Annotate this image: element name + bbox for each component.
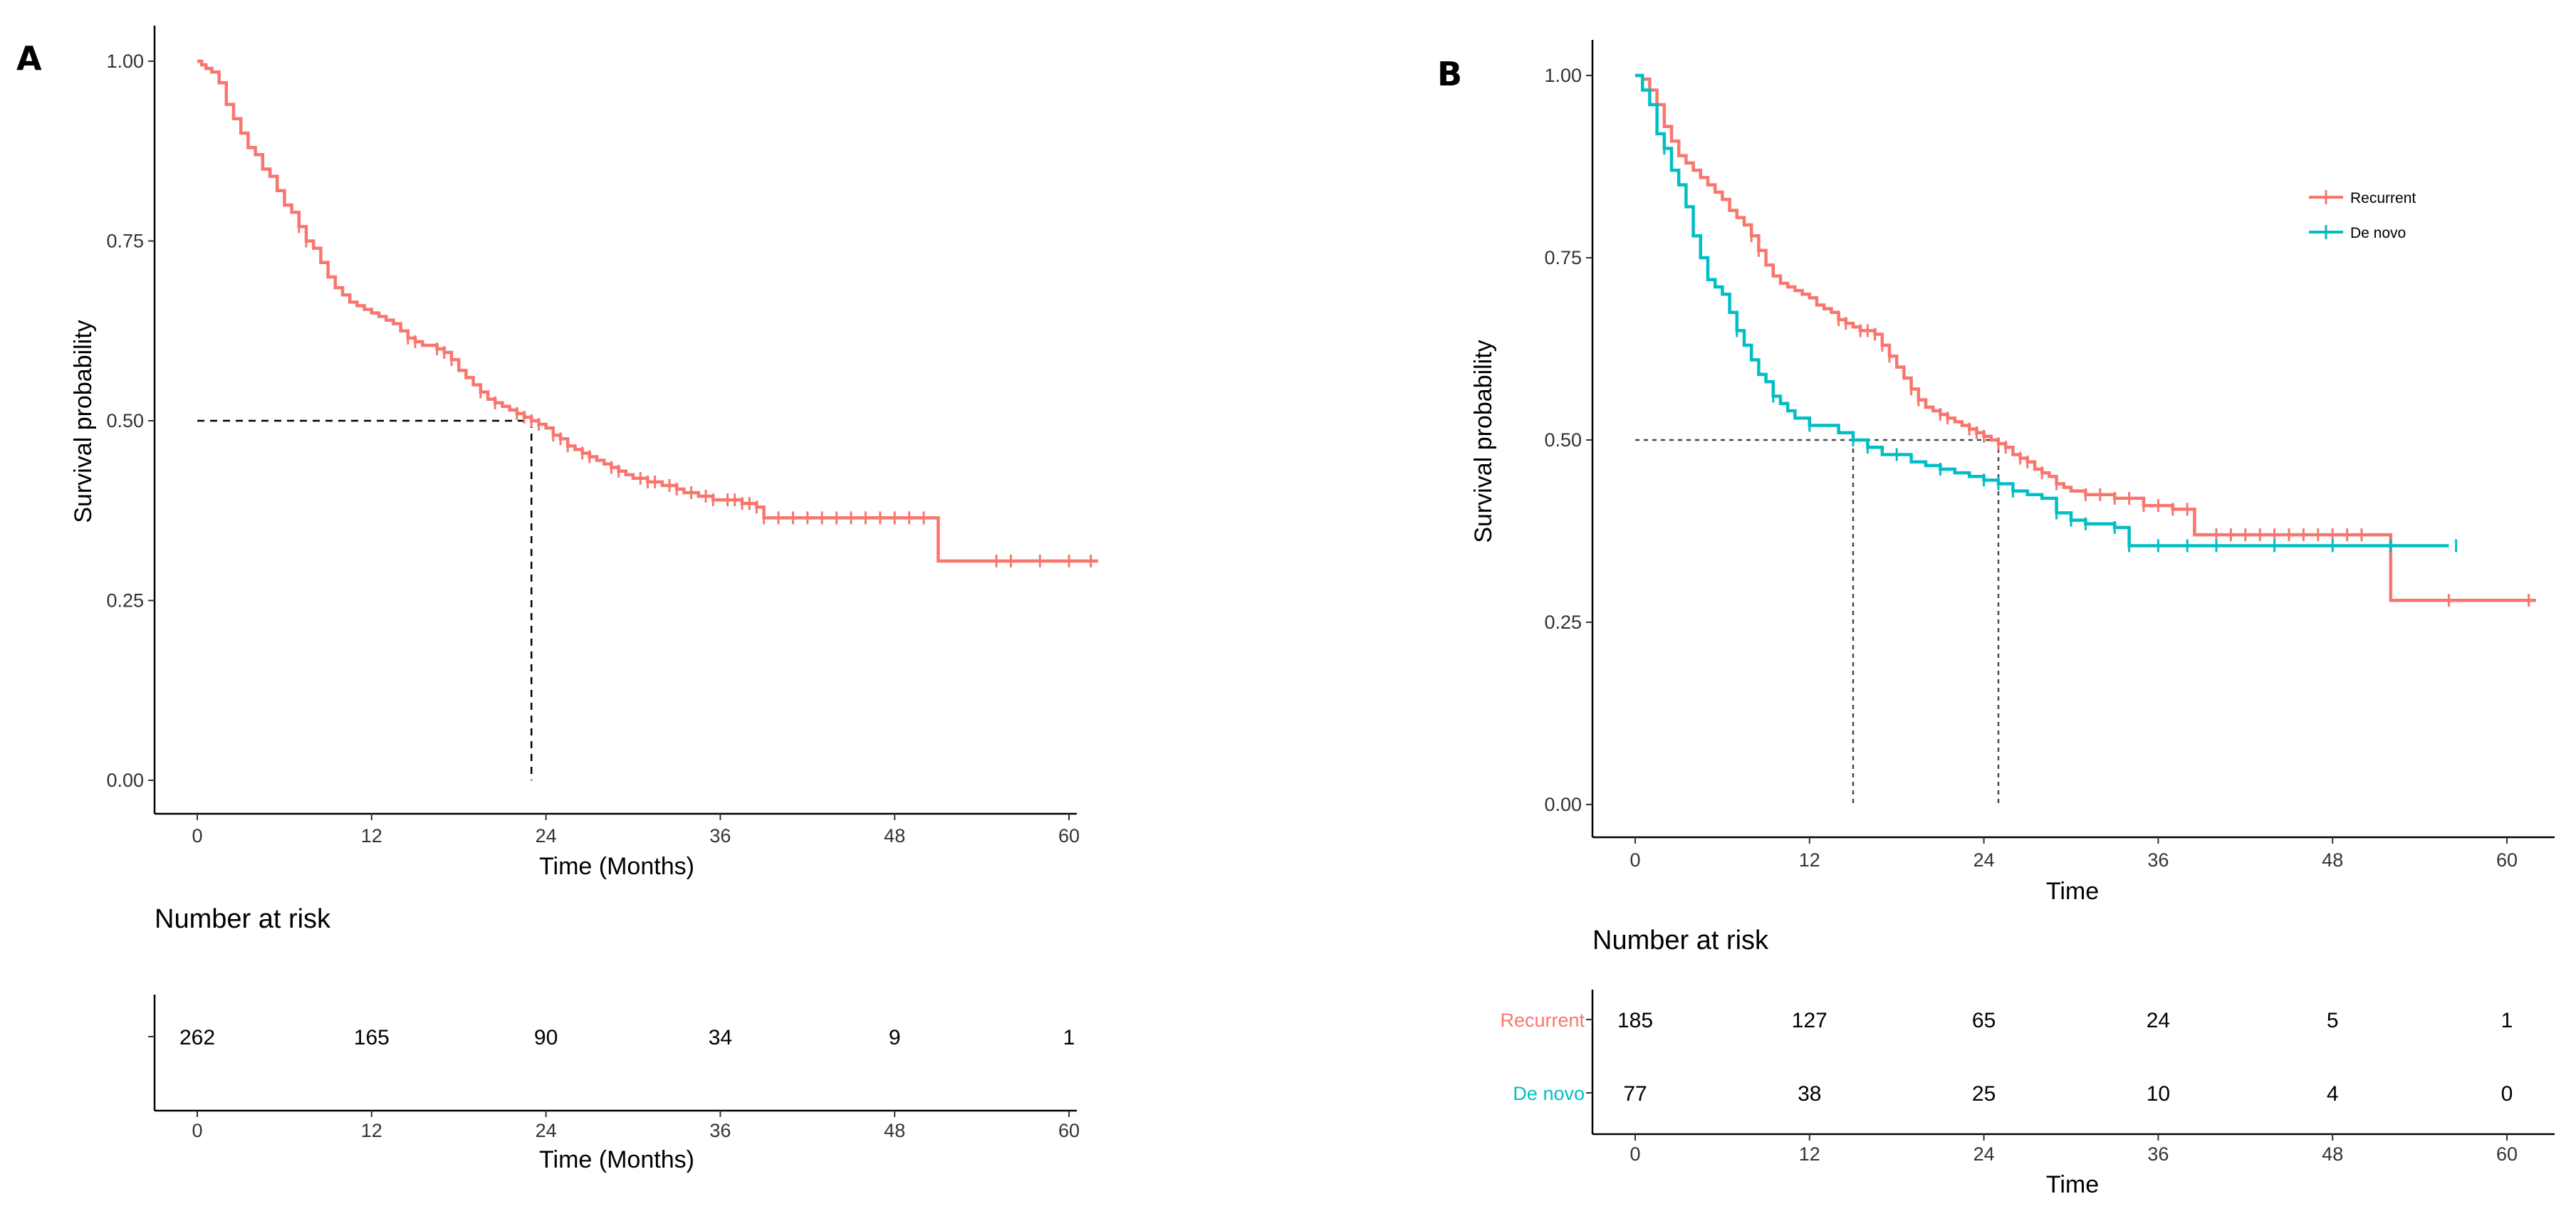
- panel-b-risk-x-axis-title: Time: [2046, 1171, 2099, 1198]
- panel-a-x-axis-title: Time (Months): [539, 853, 694, 880]
- y-tick-label: 0.50: [1544, 429, 1582, 451]
- x-tick-label: 36: [2147, 849, 2169, 871]
- panel-a-y-axis-title: Survival probability: [70, 320, 97, 523]
- risk-count: 10: [2147, 1082, 2170, 1106]
- x-tick-label: 0: [192, 825, 202, 847]
- legend-de-novo-label: De novo: [2350, 225, 2406, 241]
- risk-x-tick-label: 48: [2322, 1143, 2343, 1165]
- y-tick-label: 0.50: [106, 410, 144, 431]
- y-tick-label: 0.25: [106, 590, 144, 612]
- risk-count: 165: [354, 1026, 390, 1049]
- survival-curve-overall: [197, 59, 1098, 563]
- panel-a-risk-table-title: Number at risk: [155, 904, 331, 934]
- x-tick-label: 48: [884, 825, 905, 847]
- risk-count: 38: [1798, 1082, 1821, 1106]
- panel-b-survival-plot: 0.00 0.25 0.50 0.75 1.00 0 12 24 36 48 60: [1544, 40, 2555, 871]
- risk-row-label: Recurrent: [1500, 1010, 1585, 1031]
- risk-x-tick-label: 12: [361, 1120, 382, 1141]
- panel-a-letter: A: [16, 39, 42, 78]
- risk-x-tick-label: 36: [2147, 1143, 2169, 1165]
- panel-a-risk-x-axis-title: Time (Months): [539, 1146, 694, 1173]
- risk-count: 185: [1617, 1009, 1653, 1032]
- y-tick-label: 0.75: [106, 231, 144, 252]
- y-tick-label: 0.25: [1544, 612, 1582, 633]
- risk-count: 4: [2327, 1082, 2339, 1106]
- risk-count: 0: [2501, 1082, 2513, 1106]
- x-tick-label: 36: [709, 825, 731, 847]
- panel-b-legend: Recurrent De novo: [2309, 190, 2416, 241]
- y-tick-label: 1.00: [106, 51, 144, 72]
- risk-count: 24: [2147, 1009, 2170, 1032]
- panel-a-risk-table: 0 12 24 36 48 60 262 165 90 34 9 1: [148, 995, 1080, 1141]
- panel-b-risk-table-title: Number at risk: [1592, 926, 1769, 955]
- survival-curve-de-novo: [1635, 73, 2449, 547]
- panel-a-survival-plot: 0.00 0.25 0.50 0.75 1.00 0 12 24 36 48 60: [106, 26, 1098, 847]
- risk-x-tick-label: 12: [1799, 1143, 1820, 1165]
- y-tick-label: 1.00: [1544, 65, 1582, 86]
- risk-count: 77: [1623, 1082, 1647, 1106]
- risk-x-tick-label: 60: [1058, 1120, 1080, 1141]
- panel-b-letter: B: [1437, 55, 1462, 93]
- risk-x-tick-label: 48: [884, 1120, 905, 1141]
- risk-x-tick-label: 0: [192, 1120, 202, 1141]
- risk-count: 1: [2501, 1009, 2513, 1032]
- risk-count: 262: [179, 1026, 215, 1049]
- risk-x-tick-label: 36: [709, 1120, 731, 1141]
- risk-x-tick-label: 0: [1629, 1143, 1640, 1165]
- risk-x-tick-label: 24: [1973, 1143, 1995, 1165]
- x-tick-label: 12: [1799, 849, 1820, 871]
- panel-b: B 0.00 0.25 0.50 0.75 1.00 0 12 24 36 48 60 Time S…: [1437, 40, 2555, 1198]
- y-tick-label: 0.00: [106, 770, 144, 791]
- panel-b-y-axis-title: Survival probability: [1470, 340, 1497, 543]
- risk-x-tick-label: 60: [2496, 1143, 2518, 1165]
- risk-count: 127: [1792, 1009, 1827, 1032]
- x-tick-label: 60: [2496, 849, 2518, 871]
- risk-count: 1: [1063, 1026, 1075, 1049]
- risk-count: 5: [2327, 1009, 2339, 1032]
- risk-count: 34: [709, 1026, 732, 1049]
- x-tick-label: 48: [2322, 849, 2343, 871]
- x-tick-label: 12: [361, 825, 382, 847]
- risk-count: 25: [1972, 1082, 1996, 1106]
- x-tick-label: 0: [1629, 849, 1640, 871]
- x-tick-label: 24: [536, 825, 557, 847]
- x-tick-label: 60: [1058, 825, 1080, 847]
- legend-recurrent-label: Recurrent: [2350, 190, 2416, 206]
- panel-b-risk-table: 0 12 24 36 48 60 Recurrent 185 127 65 24 5 1 De novo 7…: [1500, 990, 2555, 1165]
- x-tick-label: 24: [1973, 849, 1995, 871]
- risk-count: 90: [534, 1026, 558, 1049]
- risk-count: 65: [1972, 1009, 1996, 1032]
- risk-x-tick-label: 24: [536, 1120, 557, 1141]
- risk-row-label: De novo: [1513, 1083, 1585, 1104]
- panel-b-x-axis-title: Time: [2046, 878, 2099, 905]
- panel-a: A 0.00 0.25 0.50 0.75 1.00 0 12 24 36 48 60 Time (…: [16, 26, 1098, 1173]
- y-tick-label: 0.00: [1544, 794, 1582, 815]
- y-tick-label: 0.75: [1544, 247, 1582, 268]
- risk-count: 9: [889, 1026, 901, 1049]
